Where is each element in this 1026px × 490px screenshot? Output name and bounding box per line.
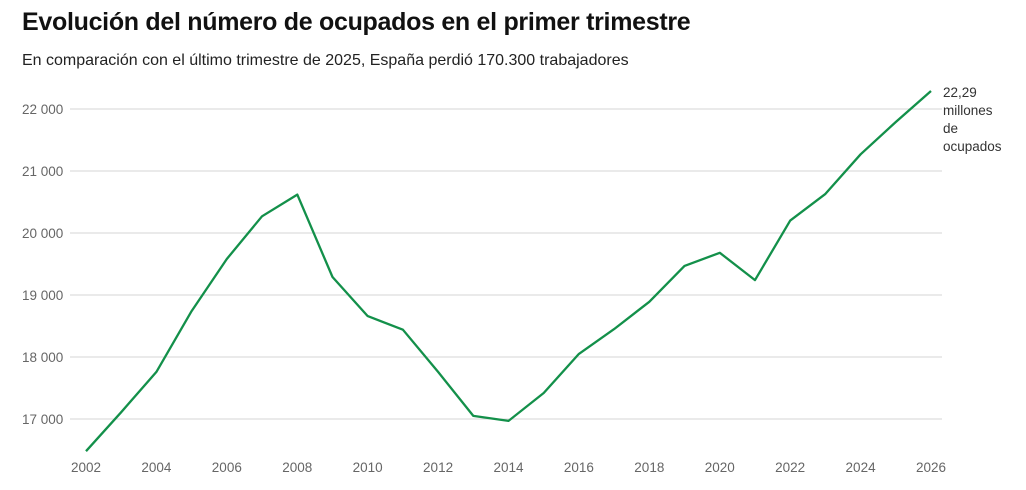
y-tick-label: 22 000 <box>22 102 63 117</box>
x-tick-label: 2004 <box>141 460 172 475</box>
series-line-ocupados <box>85 90 932 452</box>
y-tick-label: 19 000 <box>22 288 63 303</box>
x-tick-label: 2020 <box>705 460 735 475</box>
x-tick-label: 2018 <box>634 460 664 475</box>
end-value-annotation: 22,29 <box>943 85 977 100</box>
chart-title: Evolución del número de ocupados en el p… <box>22 8 691 36</box>
y-tick-label: 21 000 <box>22 164 63 179</box>
y-tick-label: 20 000 <box>22 226 63 241</box>
end-value-annotation: ocupados <box>943 139 1002 154</box>
x-tick-label: 2006 <box>212 460 242 475</box>
x-tick-label: 2014 <box>493 460 524 475</box>
x-tick-label: 2012 <box>423 460 453 475</box>
x-tick-label: 2010 <box>353 460 383 475</box>
x-tick-label: 2024 <box>846 460 877 475</box>
chart-subtitle: En comparación con el último trimestre d… <box>22 52 629 69</box>
end-value-annotation: millones <box>943 103 993 118</box>
x-tick-label: 2022 <box>775 460 805 475</box>
x-tick-label: 2026 <box>916 460 946 475</box>
x-tick-label: 2008 <box>282 460 312 475</box>
x-tick-label: 2002 <box>71 460 101 475</box>
y-tick-label: 17 000 <box>22 412 63 427</box>
y-tick-label: 18 000 <box>22 350 63 365</box>
x-tick-label: 2016 <box>564 460 594 475</box>
end-value-annotation: de <box>943 121 958 136</box>
